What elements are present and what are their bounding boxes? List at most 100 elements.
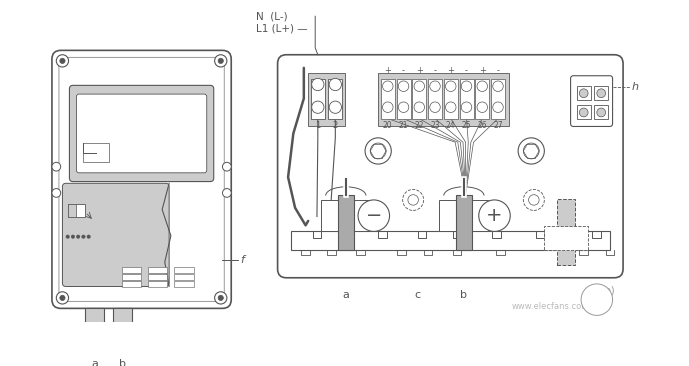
Circle shape [402,190,424,210]
Bar [122,281,141,287]
Bar [577,86,590,100]
Bar [116,323,123,339]
Circle shape [365,138,391,164]
FancyBboxPatch shape [63,183,169,287]
Circle shape [329,78,342,91]
Text: -: - [402,66,405,75]
Circle shape [493,102,503,112]
Bar [577,105,590,119]
Bar [68,204,76,217]
Circle shape [358,200,389,231]
Text: 26: 26 [477,121,487,130]
Bar [113,309,132,326]
Circle shape [56,292,69,304]
Text: N  (L-): N (L-) [256,11,287,21]
Text: 22: 22 [415,121,424,130]
Text: +: + [486,206,503,225]
Text: c: c [415,290,420,300]
Circle shape [528,195,539,205]
Circle shape [52,188,61,197]
Circle shape [382,102,393,112]
Text: 2: 2 [333,121,338,130]
Circle shape [311,78,324,91]
Circle shape [579,108,588,117]
Circle shape [430,81,440,92]
Circle shape [493,81,503,92]
Circle shape [408,195,418,205]
Circle shape [329,101,342,113]
Circle shape [461,102,472,112]
Text: +: + [479,66,486,75]
Text: a: a [342,290,349,300]
Bar [122,274,141,280]
Circle shape [71,235,74,238]
Circle shape [398,102,409,112]
FancyBboxPatch shape [59,57,224,301]
Bar [174,281,194,287]
Text: 20: 20 [383,121,393,130]
Text: -: - [465,66,468,75]
Circle shape [430,102,440,112]
Text: h: h [632,82,639,92]
Circle shape [60,295,65,300]
Circle shape [223,188,232,197]
Bar [174,274,194,280]
Bar [397,79,411,119]
Bar [311,79,325,119]
Bar [174,267,194,273]
Text: b: b [119,359,126,366]
Bar [122,267,141,273]
Bar [491,79,505,119]
Circle shape [579,89,588,98]
Text: +: + [384,66,391,75]
Circle shape [56,55,69,67]
Bar [308,73,345,126]
Circle shape [76,235,80,238]
Text: L1 (L+) —: L1 (L+) — [256,23,307,34]
Bar [460,79,473,119]
Circle shape [414,81,424,92]
Circle shape [382,81,393,92]
Circle shape [461,81,472,92]
Bar [291,231,610,250]
Circle shape [66,235,70,238]
Text: 23: 23 [430,121,440,130]
Text: -: - [433,66,437,75]
Bar [83,143,109,162]
Text: (e): (e) [601,285,615,296]
Circle shape [479,200,511,231]
Circle shape [87,235,90,238]
Bar [378,73,509,126]
Circle shape [524,143,539,159]
Circle shape [398,81,409,92]
Circle shape [218,58,223,63]
Text: +: + [416,66,423,75]
Bar [412,79,426,119]
Text: 27: 27 [493,121,503,130]
Text: -: - [497,66,500,75]
Circle shape [223,162,232,171]
Text: 21: 21 [399,121,409,130]
Bar [85,309,105,326]
Bar [594,86,608,100]
Circle shape [518,138,544,164]
Text: f: f [240,255,244,265]
Text: 25: 25 [462,121,471,130]
Text: +: + [447,66,454,75]
Circle shape [311,101,324,113]
FancyBboxPatch shape [278,55,623,278]
Circle shape [218,295,223,300]
Circle shape [477,81,488,92]
FancyBboxPatch shape [70,85,214,182]
Bar [428,79,442,119]
Bar [321,200,370,231]
Bar [88,323,95,339]
Text: b: b [460,290,467,300]
FancyBboxPatch shape [52,51,232,309]
Bar [148,281,167,287]
Bar [148,267,167,273]
Text: −: − [366,206,382,225]
Circle shape [477,102,488,112]
Circle shape [524,190,544,210]
Circle shape [82,235,85,238]
